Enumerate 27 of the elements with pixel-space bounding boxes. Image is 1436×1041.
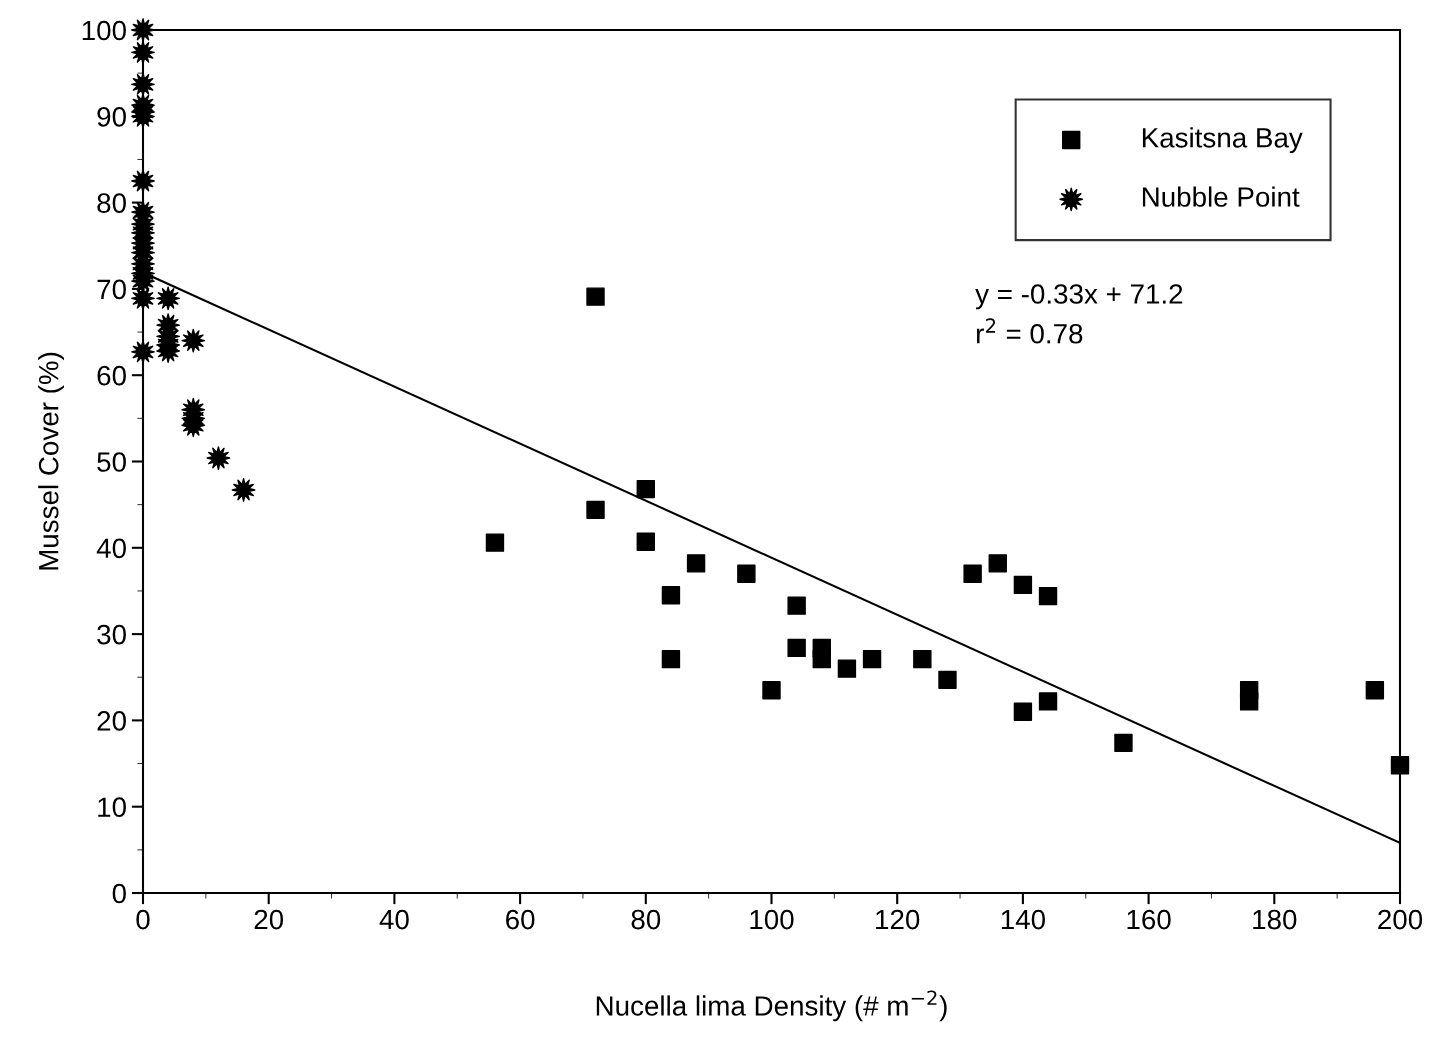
y-tick-label: 100 <box>82 20 126 41</box>
y-axis-title: Mussel Cover (%) <box>38 352 65 570</box>
legend-label: Nubble Point <box>1142 186 1300 207</box>
y-tick-label: 20 <box>97 711 126 731</box>
y-tick-label: 50 <box>97 452 126 472</box>
annotation: y = -0.33x + 71.2 r$^{2}$ = 0.78 <box>975 284 1183 344</box>
x-tick-label: 160 <box>1127 909 1171 930</box>
x-axis-title: Nucella lima Density (# m$^{−2}$) <box>596 990 947 1022</box>
y-tick-label: 90 <box>97 106 126 127</box>
y-tick-label: 40 <box>96 538 126 559</box>
x-tick-label: 20 <box>254 909 284 930</box>
y-tick-label: 0 <box>112 883 126 904</box>
y-tick-label: 60 <box>97 365 126 386</box>
x-tick-label: 180 <box>1253 909 1297 930</box>
y-tick-label: 70 <box>97 279 126 300</box>
y-tick-label: 30 <box>97 624 126 645</box>
x-tick-label: 0 <box>136 909 150 930</box>
x-tick-label: 120 <box>876 909 920 930</box>
x-tick-label: 140 <box>1001 909 1045 930</box>
x-tick-label: 80 <box>631 909 661 930</box>
x-tick-label: 60 <box>506 909 535 930</box>
x-tick-label: 40 <box>379 909 409 930</box>
x-tick-label: 100 <box>750 909 794 930</box>
legend-label: Kasitsna Bay <box>1142 127 1303 154</box>
y-tick-label: 80 <box>97 193 126 213</box>
x-tick-label: 200 <box>1378 909 1423 930</box>
y-tick-label: 10 <box>98 797 126 818</box>
